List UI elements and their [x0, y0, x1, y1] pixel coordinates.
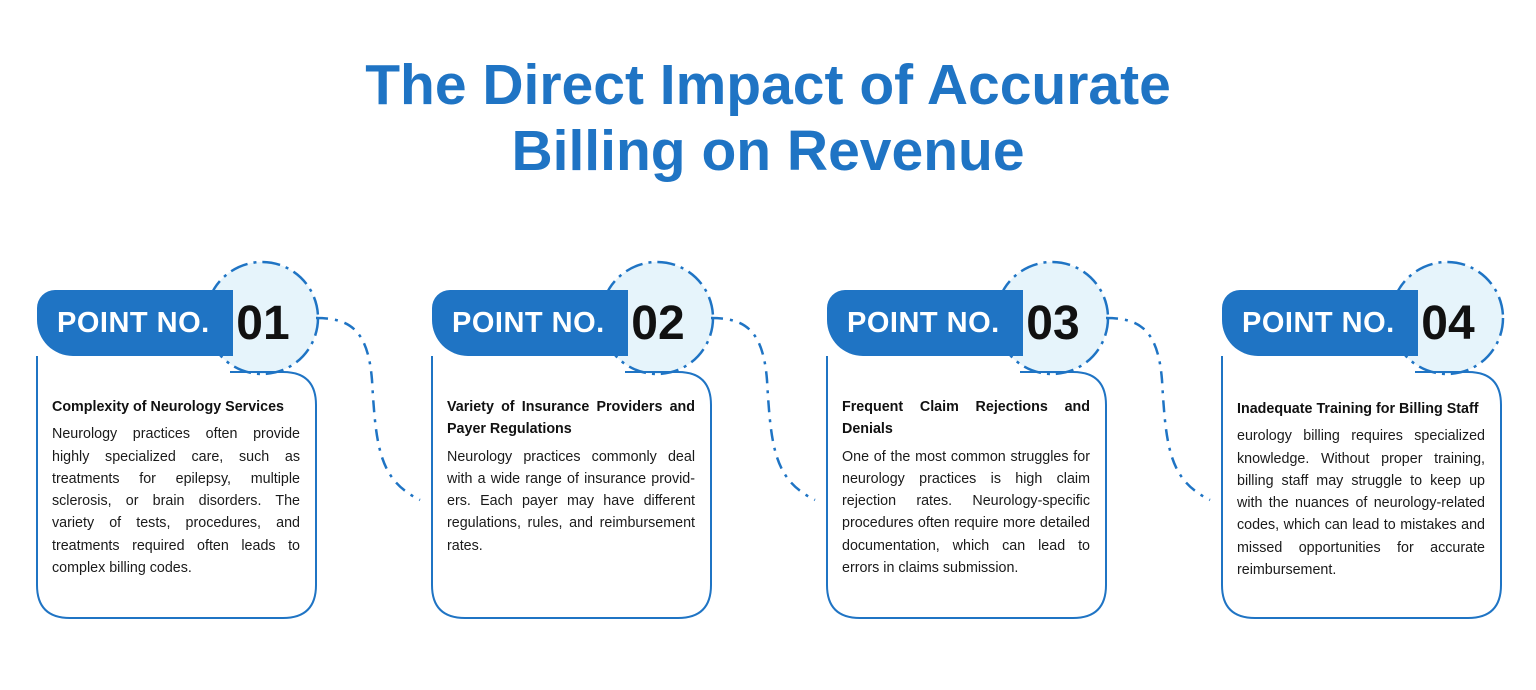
page-title: The Direct Impact of Accurate Billing on…	[0, 52, 1536, 184]
point-header-1: POINT NO.	[37, 290, 233, 356]
point-body-1: Complexity of Neurology Services Neurolo…	[52, 396, 300, 579]
point-number-4: 04	[1421, 296, 1475, 350]
card-body-1	[36, 356, 317, 619]
point-header-3: POINT NO.	[827, 290, 1023, 356]
point-body-2: Variety of Insurance Providers and Payer…	[447, 396, 695, 557]
number-circle-3	[996, 262, 1108, 374]
card-frame-4	[1221, 260, 1505, 619]
point-label-3: POINT NO.	[847, 306, 1000, 339]
point-text-1: Neurology practices often provide highly…	[52, 426, 300, 577]
point-number-2: 02	[631, 296, 685, 350]
point-heading-2: Variety of Insurance Providers and Payer…	[447, 399, 695, 438]
point-number-1: 01	[236, 296, 290, 350]
point-heading-4: Inadequate Training for Billing Staff	[1237, 401, 1479, 417]
point-text-3: One of the most common struggles for neu…	[842, 448, 1090, 577]
number-circle-2	[601, 262, 713, 374]
connector-1	[315, 316, 421, 502]
point-text-2: Neurology practices commonly deal with a…	[447, 448, 695, 554]
point-heading-1: Complexity of Neurology Services	[52, 399, 284, 415]
point-body-3: Frequent Claim Rejections and Denials On…	[842, 396, 1090, 579]
connector-3	[1105, 316, 1211, 502]
point-label-1: POINT NO.	[57, 306, 210, 339]
card-body-3	[826, 356, 1107, 619]
point-text-4: eurology billing requires specialized kn…	[1237, 428, 1485, 579]
point-body-4: Inadequate Training for Billing Staff eu…	[1237, 398, 1485, 581]
number-circle-4	[1391, 262, 1503, 374]
number-circle-1	[206, 262, 318, 374]
point-header-2: POINT NO.	[432, 290, 628, 356]
point-number-3: 03	[1026, 296, 1080, 350]
card-frame-1	[36, 260, 421, 619]
card-body-2	[431, 356, 712, 619]
title-line-2: Billing on Revenue	[511, 119, 1025, 183]
point-label-2: POINT NO.	[452, 306, 605, 339]
card-body-4	[1221, 356, 1502, 619]
point-header-4: POINT NO.	[1222, 290, 1418, 356]
title-line-1: The Direct Impact of Accurate	[365, 53, 1171, 117]
connector-2	[710, 316, 816, 502]
point-label-4: POINT NO.	[1242, 306, 1395, 339]
point-heading-3: Frequent Claim Rejections and Denials	[842, 399, 1090, 438]
card-frame-3	[826, 260, 1211, 619]
card-frame-2	[431, 260, 816, 619]
